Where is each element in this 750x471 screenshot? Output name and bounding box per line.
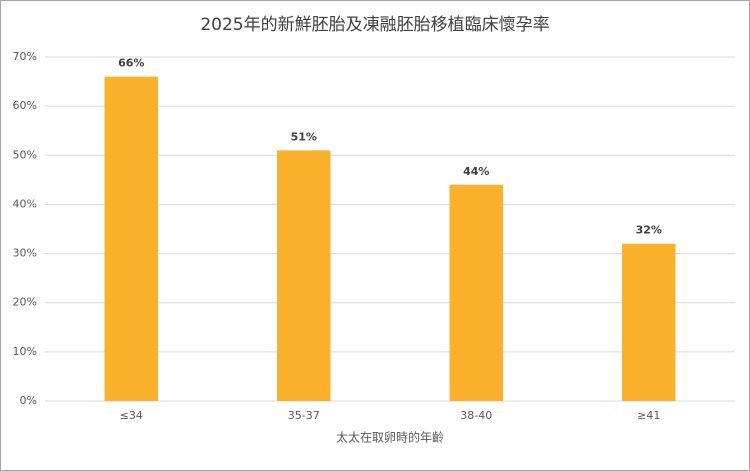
y-tick-label: 40% (13, 197, 37, 210)
bar (622, 243, 676, 401)
bar (449, 184, 503, 401)
x-tick-label: ≥41 (637, 409, 660, 422)
data-label: 32% (636, 224, 662, 237)
x-tick-label: 35-37 (288, 409, 320, 422)
data-label: 51% (291, 130, 317, 143)
y-tick-label: 20% (13, 296, 37, 309)
data-label: 66% (118, 57, 144, 70)
y-tick-label: 0% (20, 394, 37, 407)
y-tick-label: 60% (13, 99, 37, 112)
data-label: 44% (463, 165, 489, 178)
bar (104, 76, 158, 402)
x-tick-label: ≤34 (120, 409, 143, 422)
y-tick-label: 50% (13, 148, 37, 161)
bar (277, 150, 331, 401)
y-tick-label: 30% (13, 247, 37, 260)
x-tick-label: 38-40 (460, 409, 492, 422)
y-tick-label: 10% (13, 345, 37, 358)
chart-title: 2025年的新鮮胚胎及凍融胚胎移植臨床懷孕率 (200, 15, 549, 35)
y-tick-label: 70% (13, 50, 37, 63)
x-axis-title: 太太在取卵時的年齡 (336, 430, 444, 445)
